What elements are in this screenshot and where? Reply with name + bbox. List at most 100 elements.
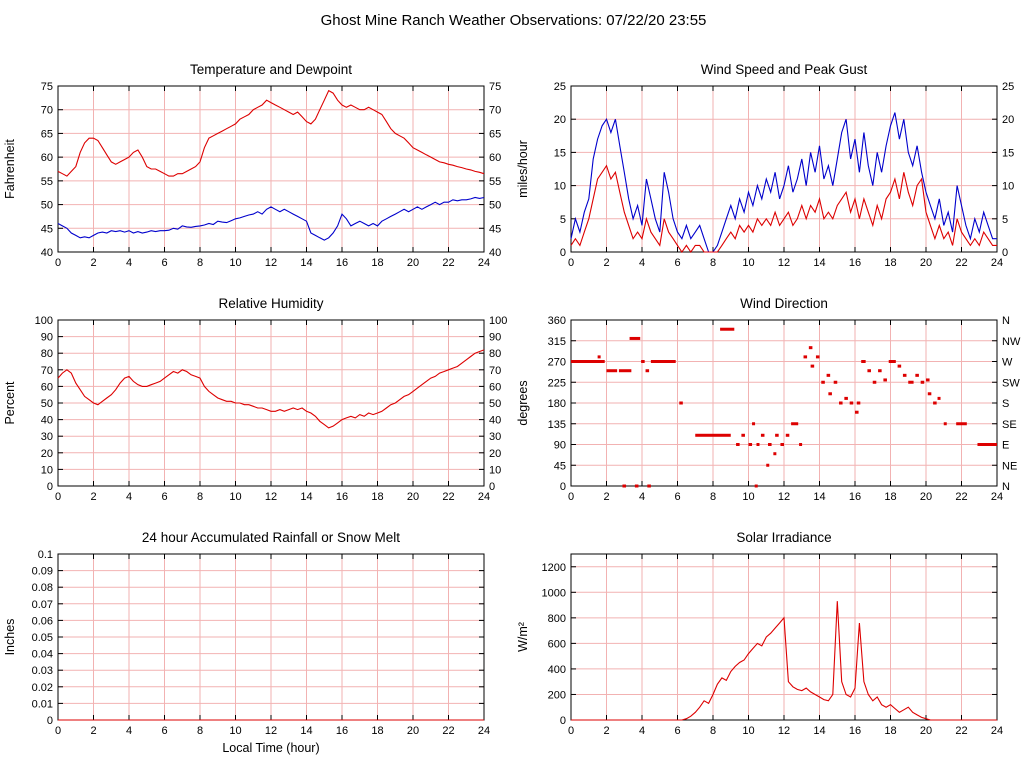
svg-text:200: 200 [548,689,566,701]
svg-text:16: 16 [336,725,348,737]
svg-text:4: 4 [639,725,645,737]
svg-text:45: 45 [554,460,566,472]
svg-text:W/m²: W/m² [516,622,530,652]
svg-text:Temperature and Dewpoint: Temperature and Dewpoint [190,62,352,77]
svg-text:NW: NW [1002,336,1021,348]
svg-text:0: 0 [1002,247,1008,259]
svg-text:15: 15 [554,147,566,159]
svg-text:0.01: 0.01 [32,698,53,710]
svg-text:45: 45 [41,223,53,235]
svg-text:45: 45 [489,223,501,235]
svg-text:24: 24 [991,491,1003,503]
svg-text:6: 6 [161,725,167,737]
svg-text:75: 75 [489,81,501,93]
svg-text:600: 600 [548,638,566,650]
svg-text:16: 16 [849,725,861,737]
svg-text:0.08: 0.08 [32,582,53,594]
svg-text:24: 24 [478,257,490,269]
svg-text:2: 2 [90,491,96,503]
svg-text:2: 2 [603,491,609,503]
svg-text:0: 0 [560,481,566,493]
svg-text:14: 14 [813,491,825,503]
svg-text:22: 22 [442,257,454,269]
svg-text:1200: 1200 [542,562,566,574]
svg-text:10: 10 [554,181,566,193]
svg-text:18: 18 [884,725,896,737]
svg-text:40: 40 [41,247,53,259]
svg-text:55: 55 [489,176,501,188]
svg-text:8: 8 [197,725,203,737]
svg-text:315: 315 [548,336,566,348]
svg-text:Wind Speed and Peak Gust: Wind Speed and Peak Gust [701,62,868,77]
svg-text:10: 10 [742,257,754,269]
svg-text:25: 25 [554,81,566,93]
svg-text:N: N [1002,481,1010,493]
svg-text:12: 12 [265,491,277,503]
svg-text:6: 6 [674,725,680,737]
svg-text:0: 0 [568,725,574,737]
svg-text:0: 0 [489,481,495,493]
svg-text:20: 20 [920,491,932,503]
svg-text:2: 2 [603,257,609,269]
svg-text:0: 0 [55,257,61,269]
svg-text:180: 180 [548,398,566,410]
svg-text:70: 70 [41,105,53,117]
svg-text:22: 22 [442,491,454,503]
svg-text:10: 10 [489,464,501,476]
svg-text:16: 16 [336,257,348,269]
svg-text:24: 24 [991,725,1003,737]
svg-text:65: 65 [489,128,501,140]
svg-text:0.1: 0.1 [38,549,53,561]
svg-text:Fahrenheit: Fahrenheit [3,139,17,199]
svg-text:0: 0 [47,481,53,493]
svg-text:0.05: 0.05 [32,632,53,644]
svg-text:225: 225 [548,377,566,389]
svg-text:60: 60 [489,381,501,393]
svg-text:0: 0 [568,257,574,269]
svg-text:10: 10 [742,725,754,737]
svg-text:18: 18 [371,725,383,737]
chart-rainfall: 0 2 4 6 8 10 12 14 16 18 20 22 2400.010.020.030.040.… [3,530,490,755]
svg-text:22: 22 [955,491,967,503]
svg-text:0: 0 [560,715,566,727]
svg-text:90: 90 [489,332,501,344]
svg-text:55: 55 [41,176,53,188]
svg-text:20: 20 [920,725,932,737]
svg-text:4: 4 [639,257,645,269]
svg-text:24: 24 [991,257,1003,269]
svg-text:22: 22 [955,725,967,737]
svg-text:0: 0 [568,491,574,503]
svg-text:SE: SE [1002,419,1017,431]
svg-text:800: 800 [548,613,566,625]
svg-text:2: 2 [90,725,96,737]
svg-text:16: 16 [849,491,861,503]
svg-text:20: 20 [407,491,419,503]
svg-text:12: 12 [778,491,790,503]
svg-text:50: 50 [41,200,53,212]
svg-text:80: 80 [41,348,53,360]
svg-text:24 hour Accumulated Rainfall o: 24 hour Accumulated Rainfall or Snow Mel… [142,530,400,545]
svg-text:E: E [1002,440,1009,452]
svg-text:12: 12 [778,257,790,269]
svg-text:4: 4 [126,257,132,269]
svg-text:0.03: 0.03 [32,665,53,677]
svg-text:20: 20 [489,448,501,460]
svg-text:25: 25 [1002,81,1014,93]
svg-text:60: 60 [489,152,501,164]
svg-text:4: 4 [126,725,132,737]
svg-text:miles/hour: miles/hour [516,140,530,198]
svg-text:6: 6 [674,491,680,503]
svg-text:30: 30 [41,431,53,443]
svg-text:4: 4 [639,491,645,503]
svg-text:70: 70 [489,105,501,117]
svg-text:14: 14 [813,257,825,269]
svg-text:18: 18 [884,491,896,503]
svg-text:10: 10 [41,464,53,476]
svg-text:50: 50 [489,200,501,212]
svg-text:50: 50 [489,398,501,410]
svg-text:NE: NE [1002,460,1017,472]
svg-text:10: 10 [1002,181,1014,193]
